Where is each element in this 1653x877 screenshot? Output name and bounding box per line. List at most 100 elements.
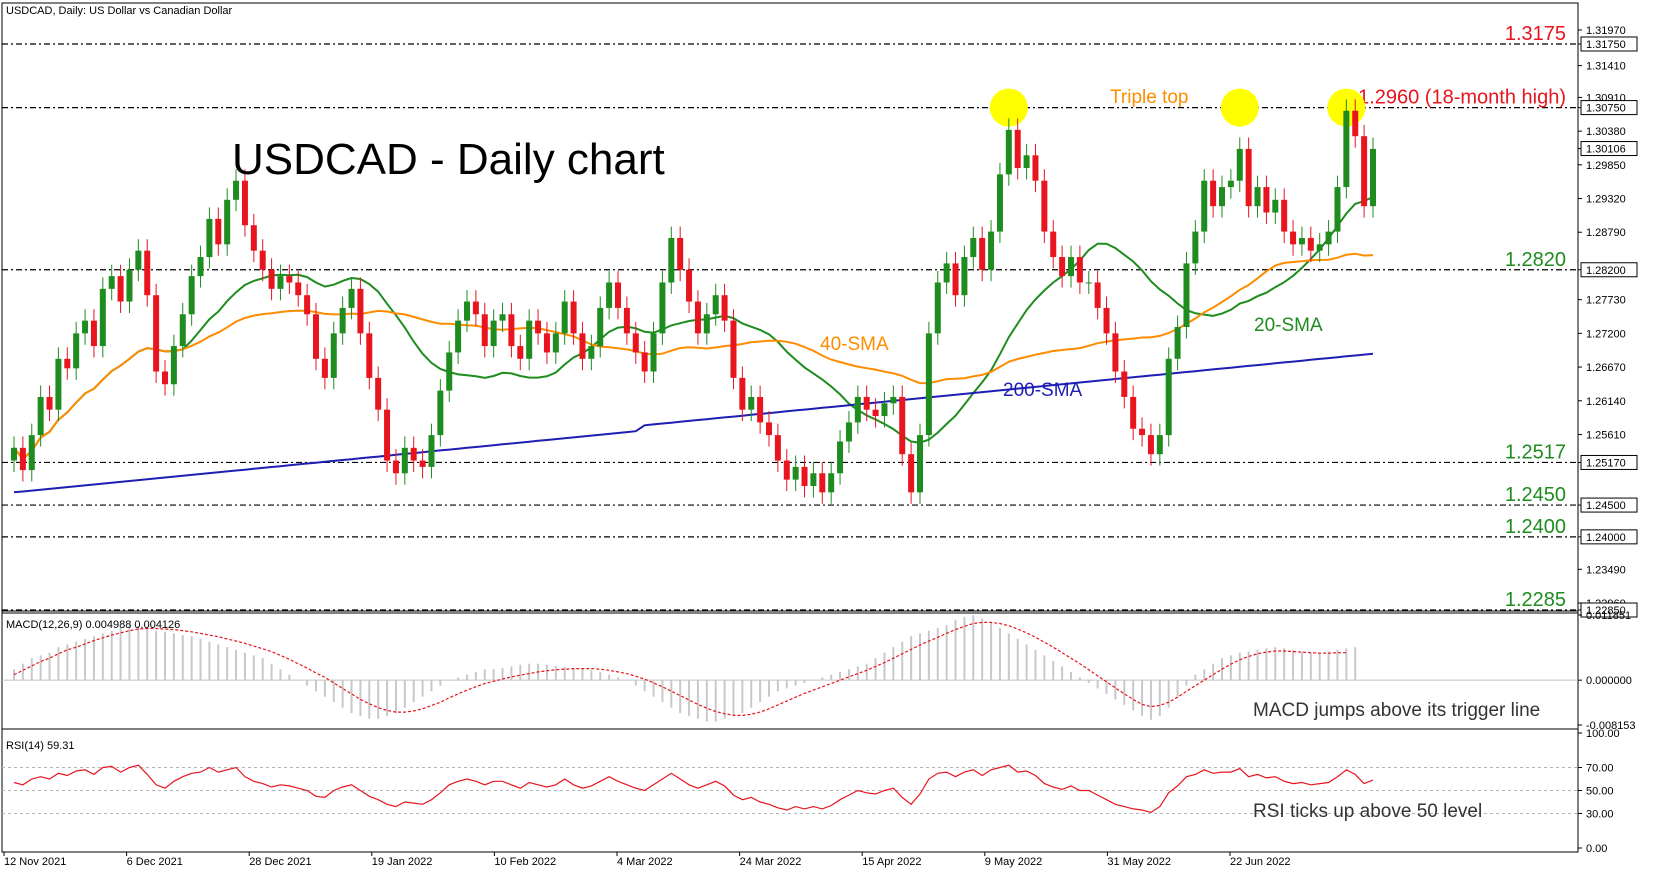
candle <box>1352 99 1359 148</box>
candle-body <box>286 276 293 283</box>
candle <box>703 302 710 345</box>
candle <box>90 309 97 358</box>
candle-body <box>1352 110 1359 137</box>
candle <box>659 271 666 345</box>
candle-body <box>650 333 657 372</box>
candle <box>535 309 542 345</box>
candle-body <box>401 447 408 474</box>
candle <box>1085 271 1092 294</box>
sma200-label: 200-SMA <box>1003 380 1083 401</box>
candle <box>179 302 186 358</box>
price-tick-label: 1.25610 <box>1586 429 1626 441</box>
candle <box>925 321 932 447</box>
candle-body <box>597 307 604 347</box>
level-label-1: 1.2960 (18-month high) <box>1358 87 1566 109</box>
candle-body <box>801 466 808 486</box>
candle-body <box>1174 326 1181 359</box>
candle-body <box>943 263 950 283</box>
candle <box>686 258 693 314</box>
candle <box>1201 169 1208 244</box>
candle-body <box>890 396 897 404</box>
candle <box>845 410 852 453</box>
price-tick-label: 1.28200 <box>1586 265 1626 277</box>
candle-body <box>446 352 453 391</box>
candle-body <box>837 441 844 474</box>
candle <box>899 385 906 466</box>
candle-body <box>464 301 470 321</box>
candle <box>392 449 399 485</box>
candle-body <box>82 320 89 334</box>
candle-body <box>961 257 968 296</box>
candle-body <box>881 403 888 417</box>
candle-body <box>1210 180 1217 207</box>
macd-label: MACD(12,26,9) 0.004988 0.004126 <box>6 619 180 631</box>
candle <box>19 436 26 482</box>
price-tick-box <box>1580 141 1638 157</box>
candle-body <box>1023 155 1030 169</box>
candle <box>1014 118 1021 180</box>
candle-body <box>739 377 746 410</box>
candle <box>1245 137 1252 218</box>
price-tick-label: 1.27730 <box>1586 295 1626 307</box>
candle-body <box>339 307 346 334</box>
rsi-tick-label: 0.00 <box>1586 843 1607 855</box>
candle-body <box>1050 231 1057 258</box>
candle-body <box>455 320 462 353</box>
candle-body <box>526 320 533 359</box>
candle-body <box>357 288 364 334</box>
price-tick-label: 1.31970 <box>1586 25 1626 37</box>
candle <box>268 258 275 301</box>
candle <box>828 461 835 504</box>
candle-body <box>277 276 284 289</box>
candle-body <box>215 218 222 245</box>
candle-body <box>1192 231 1199 264</box>
candle <box>295 271 302 307</box>
price-tick-label: 1.24000 <box>1586 532 1626 544</box>
candle <box>774 423 781 472</box>
candle-body <box>170 346 177 385</box>
candle-body <box>1121 371 1128 397</box>
candle <box>623 296 630 345</box>
candle-body <box>1103 307 1110 334</box>
candle-body <box>535 320 542 334</box>
candle-body <box>1130 396 1137 429</box>
candle <box>890 385 897 415</box>
candle-body <box>135 250 142 270</box>
candle-body <box>410 447 417 461</box>
candle-body <box>1139 428 1146 436</box>
candle-body <box>543 333 550 353</box>
price-tick-box <box>1580 262 1638 278</box>
sma40-line <box>13 252 1374 461</box>
candle-body <box>508 314 515 347</box>
x-tick-label: 22 Jun 2022 <box>1230 856 1291 868</box>
candle <box>37 385 44 447</box>
candle-body <box>1343 110 1350 188</box>
price-tick-label: 1.23490 <box>1586 564 1626 576</box>
macd-tick-label: 0.000000 <box>1586 675 1632 687</box>
candle-body <box>863 396 870 410</box>
price-tick-label: 1.26140 <box>1586 396 1626 408</box>
candle <box>197 245 204 288</box>
candle-body <box>1236 148 1243 181</box>
candle-body <box>641 352 648 372</box>
candle-body <box>748 396 755 410</box>
candle-body <box>73 333 80 369</box>
candle <box>1361 124 1368 218</box>
candle-body <box>730 320 737 378</box>
candle-body <box>188 276 195 315</box>
rsi-tick-label: 50.00 <box>1586 786 1614 798</box>
candle-body <box>1227 180 1234 188</box>
candle <box>348 277 355 320</box>
macd-note: MACD jumps above its trigger line <box>1253 700 1540 721</box>
candle <box>996 162 1003 244</box>
candle-body <box>126 269 133 302</box>
candle-body <box>757 396 764 423</box>
candle <box>224 188 231 256</box>
rsi-line <box>13 764 1374 814</box>
candle-body <box>108 276 115 289</box>
candle <box>917 423 923 504</box>
candle-body <box>241 180 248 226</box>
candle-body <box>925 333 932 436</box>
candle <box>1210 169 1217 218</box>
candle <box>1121 360 1128 409</box>
